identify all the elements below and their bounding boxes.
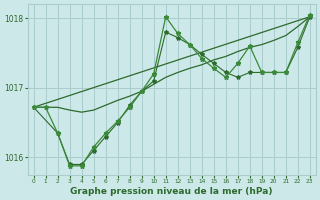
X-axis label: Graphe pression niveau de la mer (hPa): Graphe pression niveau de la mer (hPa) — [70, 187, 273, 196]
